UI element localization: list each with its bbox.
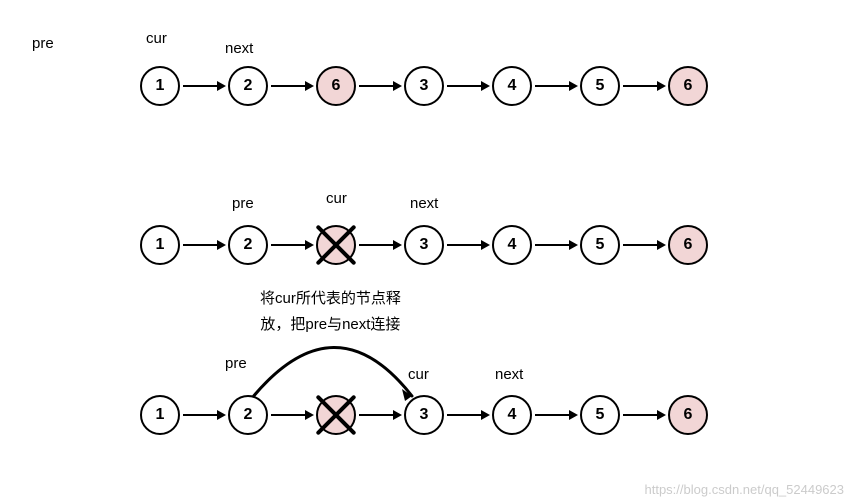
row-3: 1 2 3 4 5 6 <box>140 395 708 435</box>
arrow-icon <box>268 414 316 416</box>
arrow-icon <box>532 414 580 416</box>
arrow-icon <box>444 414 492 416</box>
arrow-icon <box>180 414 228 416</box>
row2-node-5: 5 <box>580 225 620 265</box>
cross-icon <box>314 223 358 267</box>
arrow-icon <box>620 414 668 416</box>
row2-label-cur: cur <box>326 190 347 207</box>
row2-node-6: 6 <box>668 225 708 265</box>
row1-node-6: 6 <box>668 66 708 106</box>
row1-node-5: 5 <box>580 66 620 106</box>
arrow-icon <box>444 244 492 246</box>
row1-node-1: 2 <box>228 66 268 106</box>
watermark: https://blog.csdn.net/qq_52449623 <box>645 482 845 497</box>
caption-line2: 放，把pre与next连接 <box>260 316 400 333</box>
row3-node-2 <box>316 395 356 435</box>
row2-label-next: next <box>410 195 438 212</box>
arrow-icon <box>532 244 580 246</box>
row3-label-cur: cur <box>408 366 429 383</box>
row1-node-3: 3 <box>404 66 444 106</box>
label-pre-outer: pre <box>32 35 54 52</box>
linked-list-diagram: pre cur next 1 2 6 3 4 5 6 pre cur next 1 2 3 4 5 6… <box>0 0 854 503</box>
row1-node-2: 6 <box>316 66 356 106</box>
row3-node-5: 5 <box>580 395 620 435</box>
arrow-icon <box>180 85 228 87</box>
arrow-icon <box>180 244 228 246</box>
row3-node-4: 4 <box>492 395 532 435</box>
row3-node-1: 2 <box>228 395 268 435</box>
row1-label-cur: cur <box>146 30 167 47</box>
row1-node-0: 1 <box>140 66 180 106</box>
arrow-icon <box>268 244 316 246</box>
row-2: 1 2 3 4 5 6 <box>140 225 708 265</box>
arrow-icon <box>268 85 316 87</box>
row3-label-next: next <box>495 366 523 383</box>
row2-node-3: 3 <box>404 225 444 265</box>
row2-node-0: 1 <box>140 225 180 265</box>
row1-node-4: 4 <box>492 66 532 106</box>
row2-node-4: 4 <box>492 225 532 265</box>
caption-text: 将cur所代表的节点释 放，把pre与next连接 <box>260 286 401 337</box>
row3-node-6: 6 <box>668 395 708 435</box>
row1-label-next: next <box>225 40 253 57</box>
row3-label-pre: pre <box>225 355 247 372</box>
row3-node-3: 3 <box>404 395 444 435</box>
row3-node-0: 1 <box>140 395 180 435</box>
arrow-icon <box>356 414 404 416</box>
arrow-icon <box>620 85 668 87</box>
arrow-icon <box>620 244 668 246</box>
row2-label-pre: pre <box>232 195 254 212</box>
row2-node-1: 2 <box>228 225 268 265</box>
arrow-icon <box>444 85 492 87</box>
arrow-icon <box>532 85 580 87</box>
arrow-icon <box>356 244 404 246</box>
row2-node-2 <box>316 225 356 265</box>
cross-icon <box>314 393 358 437</box>
caption-line1: 将cur所代表的节点释 <box>260 290 401 307</box>
row-1: 1 2 6 3 4 5 6 <box>140 66 708 106</box>
arrow-icon <box>356 85 404 87</box>
